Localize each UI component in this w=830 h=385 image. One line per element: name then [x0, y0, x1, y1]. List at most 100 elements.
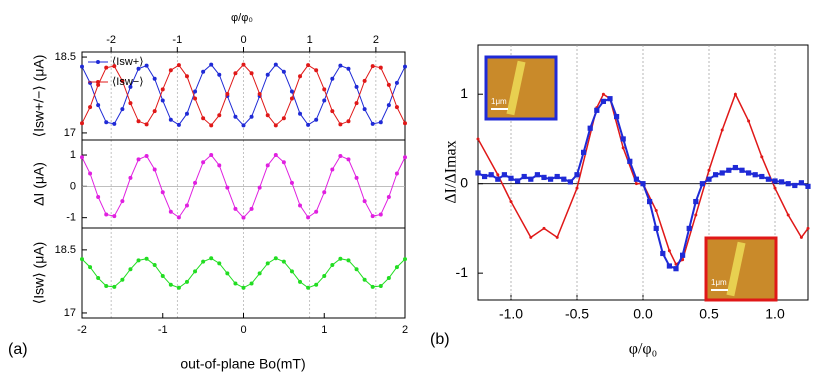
- data-point: [581, 149, 587, 155]
- data-point: [298, 203, 303, 208]
- panel-label: (a): [8, 341, 28, 358]
- data-point: [567, 179, 573, 185]
- data-point: [693, 198, 699, 205]
- data-point: [128, 175, 133, 180]
- data-point: [80, 155, 84, 160]
- data-point: [209, 123, 214, 128]
- data-point: [488, 172, 494, 178]
- data-point: [241, 62, 246, 67]
- data-point: [752, 172, 758, 178]
- data-point: [298, 279, 303, 284]
- y-tick-label: 18.5: [55, 51, 76, 63]
- data-point: [249, 281, 254, 286]
- data-point: [362, 199, 367, 204]
- data-point: [739, 167, 745, 173]
- data-point: [587, 125, 593, 131]
- data-point: [88, 80, 93, 85]
- top-axis-label: φ/φ₀: [231, 12, 253, 24]
- data-point: [144, 63, 149, 68]
- data-point: [249, 206, 254, 211]
- data-point: [257, 185, 262, 190]
- data-point: [160, 98, 165, 103]
- data-point: [306, 285, 311, 290]
- data-point: [184, 279, 189, 284]
- data-point: [403, 64, 407, 69]
- data-point: [80, 64, 84, 69]
- data-point: [281, 69, 286, 74]
- data-point: [747, 119, 751, 123]
- data-point: [330, 167, 335, 172]
- y-tick-label: 0: [70, 180, 76, 192]
- scale-label: 1μm: [711, 278, 727, 287]
- data-point: [633, 176, 639, 182]
- data-point: [338, 122, 343, 127]
- data-point: [694, 213, 698, 217]
- data-point: [209, 153, 214, 158]
- data-point: [346, 258, 351, 263]
- data-point: [152, 76, 157, 81]
- top-tick-label: 2: [373, 34, 379, 46]
- data-point: [298, 111, 303, 116]
- top-tick-label: 0: [240, 34, 246, 46]
- data-point: [80, 121, 84, 126]
- data-point: [779, 179, 785, 185]
- data-point: [528, 176, 534, 182]
- data-point: [362, 277, 367, 282]
- data-point: [289, 89, 294, 94]
- data-point: [792, 182, 798, 189]
- data-point: [654, 209, 658, 213]
- data-point: [233, 206, 238, 211]
- data-point: [201, 160, 206, 165]
- data-point: [168, 117, 173, 122]
- data-point: [233, 281, 238, 286]
- data-point: [338, 153, 343, 158]
- data-point: [306, 122, 311, 127]
- data-point: [136, 119, 141, 124]
- data-point: [96, 82, 101, 87]
- data-point: [314, 282, 319, 287]
- data-point: [273, 123, 278, 128]
- data-point: [96, 276, 101, 281]
- x-tick-label: 0.0: [633, 306, 653, 322]
- data-point: [386, 103, 391, 108]
- x-axis-label: out-of-plane Bo(mT): [180, 356, 305, 372]
- y-axis-label: ⟨Isw+/−⟩ (μA): [31, 55, 47, 138]
- data-point: [289, 96, 294, 101]
- data-point: [707, 168, 711, 172]
- data-point: [785, 181, 791, 187]
- data-point: [314, 68, 319, 73]
- legend-label: ⟨Isw+⟩: [112, 56, 144, 68]
- top-tick-label: -2: [106, 34, 116, 46]
- data-point: [561, 176, 567, 182]
- data-point: [257, 271, 262, 276]
- data-point: [574, 172, 580, 178]
- data-point: [338, 63, 343, 68]
- data-point: [765, 176, 771, 182]
- data-point: [555, 235, 559, 239]
- y-tick-label: 18.5: [55, 244, 76, 256]
- data-point: [257, 91, 262, 96]
- data-point: [193, 96, 198, 101]
- data-point: [799, 235, 803, 239]
- data-point: [354, 267, 359, 272]
- data-point: [322, 190, 327, 195]
- data-point: [176, 122, 181, 127]
- data-point: [542, 226, 546, 230]
- data-point: [640, 181, 646, 187]
- x-tick-label: 1: [321, 324, 327, 336]
- data-point: [362, 107, 367, 112]
- data-point: [806, 226, 810, 230]
- data-point: [265, 113, 270, 118]
- data-point: [152, 167, 157, 172]
- data-point: [201, 259, 206, 264]
- data-point: [746, 170, 752, 176]
- data-point: [314, 209, 319, 214]
- data-point: [686, 225, 692, 232]
- data-point: [193, 269, 198, 274]
- data-point: [184, 111, 189, 116]
- data-point: [403, 121, 407, 126]
- data-point: [330, 76, 335, 81]
- data-point: [346, 119, 351, 124]
- data-point: [322, 98, 327, 103]
